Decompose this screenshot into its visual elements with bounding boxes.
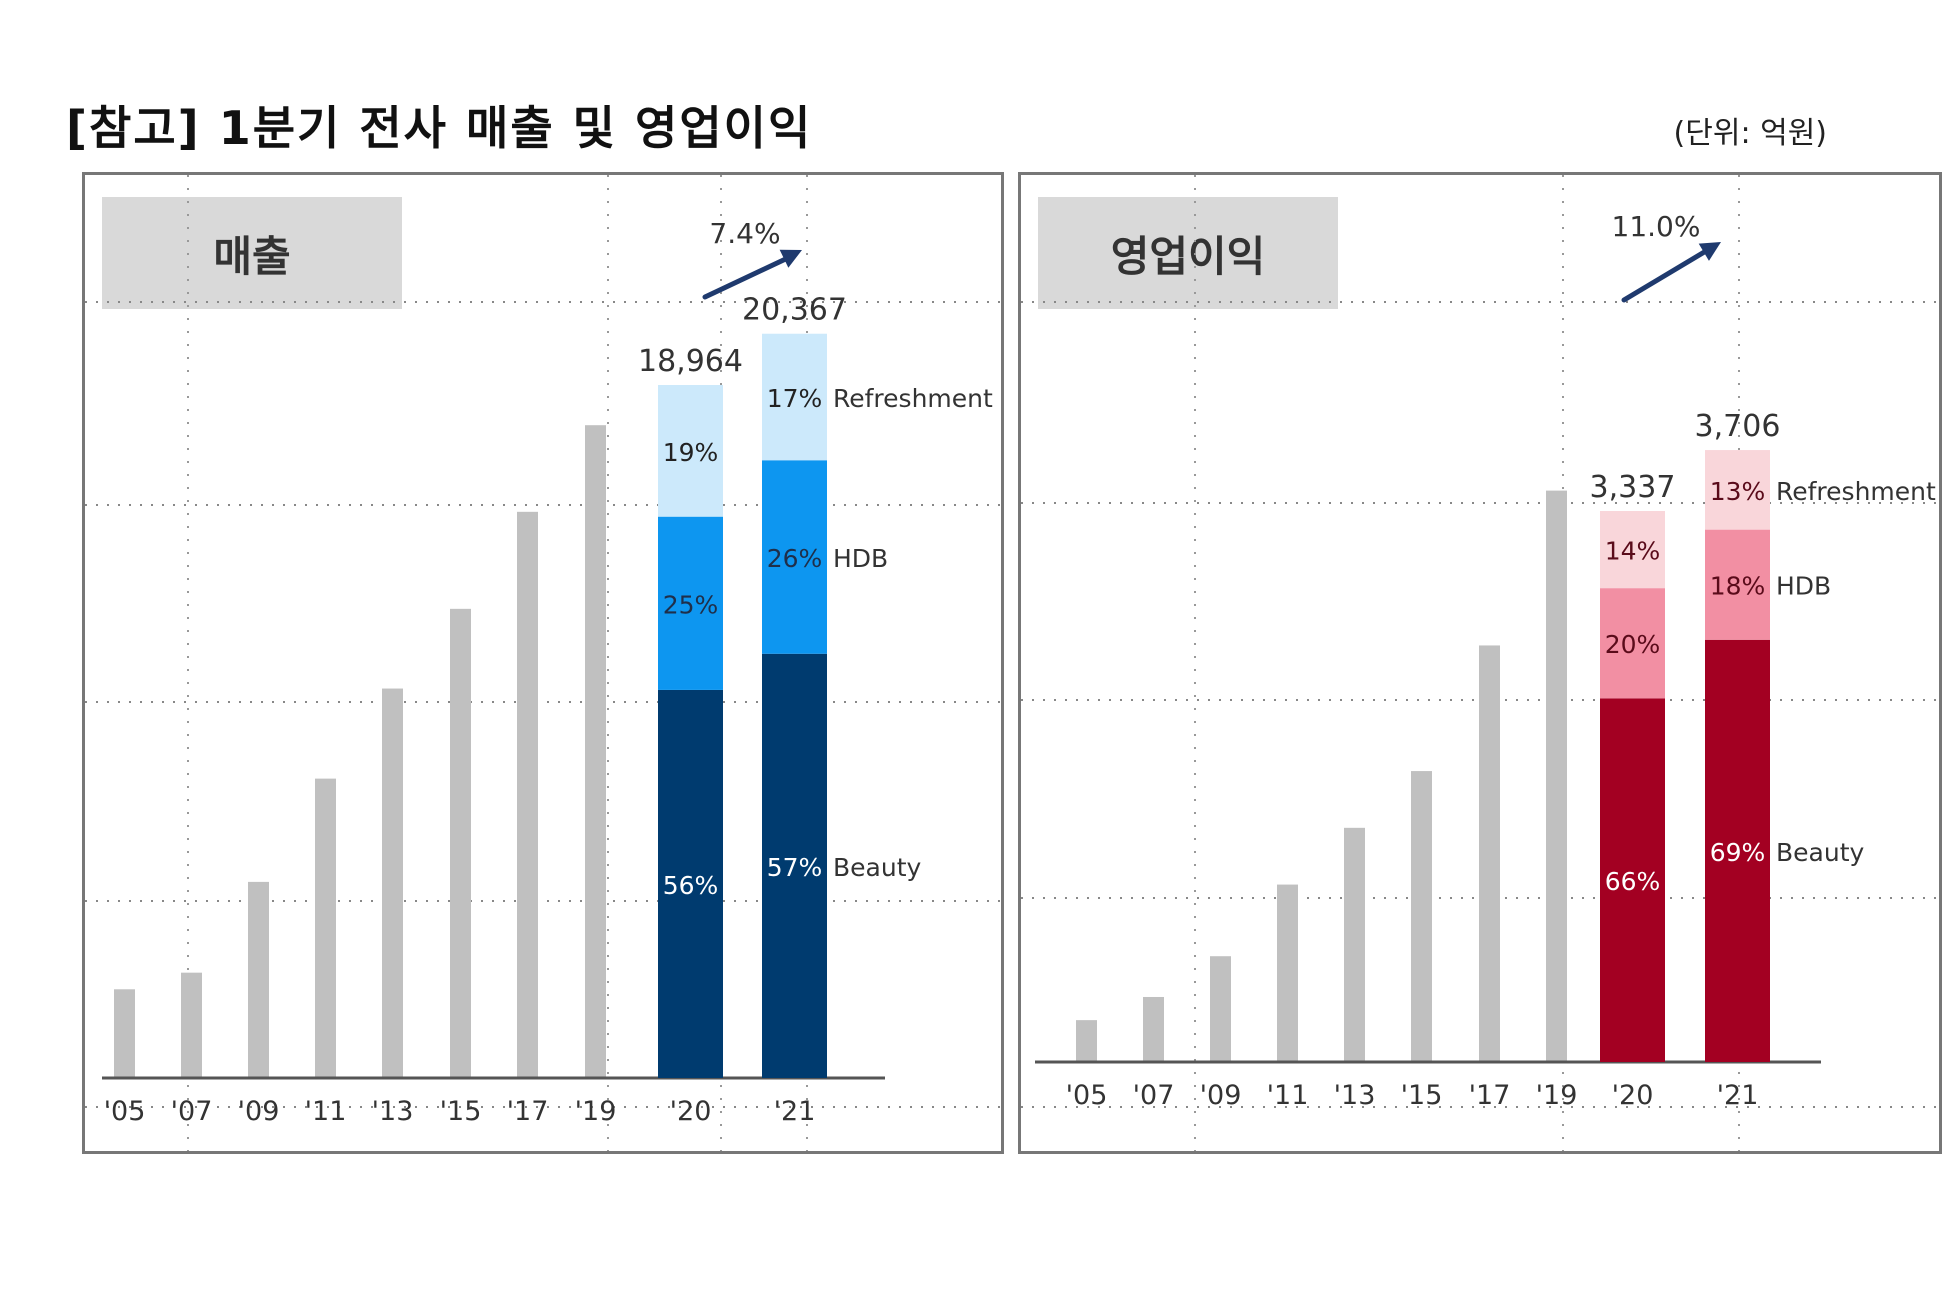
profit-bar-hdb-segment	[1600, 588, 1665, 699]
sales-segment-pct-label: 57%	[767, 853, 823, 882]
profit-x-tick-label: '09	[1200, 1080, 1242, 1111]
profit-total-label: 3,706	[1695, 409, 1781, 444]
profit-segment-pct-label: 20%	[1605, 630, 1661, 659]
profit-chart-title: 영업이익	[1038, 197, 1338, 309]
sales-x-tick-label: '20	[670, 1096, 712, 1127]
profit-history-bar	[1479, 645, 1500, 1062]
profit-bar-refreshment-segment	[1600, 511, 1665, 589]
profit-legend-hdb: HDB	[1776, 572, 1831, 601]
profit-segment-pct-label: 14%	[1605, 537, 1661, 566]
sales-growth-arrow	[702, 253, 795, 300]
profit-history-bar	[1546, 490, 1567, 1062]
sales-bar-beauty-segment	[658, 689, 723, 1078]
sales-x-tick-label: '11	[305, 1096, 347, 1127]
profit-history-bar	[1210, 956, 1231, 1062]
profit-bar-refreshment-segment	[1705, 450, 1770, 530]
sales-history-bar	[181, 972, 202, 1078]
sales-x-tick-label: '07	[171, 1096, 213, 1127]
sales-x-tick-label: '19	[575, 1096, 617, 1127]
sales-legend-refreshment: Refreshment	[833, 384, 993, 413]
profit-history-bar	[1344, 827, 1365, 1062]
sales-x-tick-label: '13	[372, 1096, 414, 1127]
sales-history-bar	[450, 608, 471, 1078]
sales-history-bar	[517, 511, 538, 1079]
sales-history-bar	[315, 778, 336, 1078]
sales-bar-refreshment-segment	[658, 385, 723, 517]
profit-segment-pct-label: 66%	[1605, 867, 1661, 896]
profit-legend-refreshment: Refreshment	[1776, 477, 1936, 506]
sales-x-tick-label: '21	[774, 1096, 816, 1127]
profit-x-tick-label: '11	[1267, 1080, 1309, 1111]
profit-x-tick-label: '20	[1612, 1080, 1654, 1111]
sales-total-label: 18,964	[638, 344, 743, 379]
profit-x-tick-label: '13	[1334, 1080, 1376, 1111]
sales-legend-beauty: Beauty	[833, 853, 921, 882]
profit-x-tick-label: '21	[1717, 1080, 1759, 1111]
sales-chart: '05 '07 '09 '11 '13 '15 '17 '19 '20 '21 56% 25% 19% 1…	[85, 175, 1001, 1151]
page-title: [참고] 1분기 전사 매출 및 영업이익	[66, 101, 813, 155]
profit-bar-beauty-segment	[1705, 639, 1770, 1062]
sales-bar-hdb-segment	[762, 460, 827, 654]
sales-segment-pct-label: 26%	[767, 544, 823, 573]
sales-x-tick-label: '17	[507, 1096, 549, 1127]
profit-bar-hdb-segment	[1705, 529, 1770, 640]
sales-segment-pct-label: 56%	[663, 871, 719, 900]
sales-history-bar	[114, 989, 135, 1078]
sales-chart-panel: 매출 '05 '07 '09 '11 '13 '15 '17 '19 '20 '21 56% 25% 1…	[82, 172, 1004, 1154]
sales-segment-pct-label: 25%	[663, 590, 719, 619]
profit-growth-arrow-head	[1698, 242, 1721, 261]
sales-x-tick-label: '15	[440, 1096, 482, 1127]
sales-growth-arrow-head	[779, 249, 802, 268]
profit-chart: '05 '07 '09 '11 '13 '15 '17 '19 '20 '21 66% 20% 14% 3…	[1021, 175, 1939, 1151]
sales-history-bar	[585, 425, 606, 1079]
profit-growth-label: 11.0%	[1612, 210, 1701, 243]
sales-segment-pct-label: 19%	[663, 438, 719, 467]
unit-note: (단위: 억원)	[1673, 116, 1827, 151]
profit-x-tick-label: '15	[1401, 1080, 1443, 1111]
profit-x-tick-label: '05	[1066, 1080, 1108, 1111]
profit-history-bar	[1277, 884, 1298, 1062]
sales-total-label: 20,367	[742, 293, 847, 328]
sales-x-tick-label: '05	[104, 1096, 146, 1127]
sales-history-bar	[248, 881, 269, 1078]
sales-growth-label: 7.4%	[709, 217, 780, 250]
sales-bar-hdb-segment	[658, 516, 723, 690]
sales-legend-hdb: HDB	[833, 544, 888, 573]
profit-history-bar	[1143, 996, 1164, 1062]
profit-segment-pct-label: 13%	[1710, 477, 1766, 506]
profit-history-bar	[1411, 771, 1432, 1062]
profit-legend-beauty: Beauty	[1776, 838, 1864, 867]
sales-history-bar	[382, 688, 403, 1078]
profit-x-tick-label: '17	[1469, 1080, 1511, 1111]
profit-x-tick-label: '19	[1536, 1080, 1578, 1111]
sales-chart-title: 매출	[102, 197, 402, 309]
profit-growth-arrow	[1621, 245, 1714, 303]
profit-history-bar	[1076, 1020, 1097, 1062]
profit-total-label: 3,337	[1590, 470, 1676, 505]
profit-segment-pct-label: 18%	[1710, 572, 1766, 601]
sales-segment-pct-label: 17%	[767, 384, 823, 413]
sales-bar-refreshment-segment	[762, 333, 827, 461]
sales-x-tick-label: '09	[238, 1096, 280, 1127]
profit-bar-beauty-segment	[1600, 698, 1665, 1062]
profit-x-tick-label: '07	[1133, 1080, 1175, 1111]
profit-segment-pct-label: 69%	[1710, 838, 1766, 867]
profit-chart-panel: 영업이익 '05 '07 '09 '11 '13 '15 '17 '19 '20 '21 66% 20…	[1018, 172, 1942, 1154]
sales-bar-beauty-segment	[762, 653, 827, 1078]
